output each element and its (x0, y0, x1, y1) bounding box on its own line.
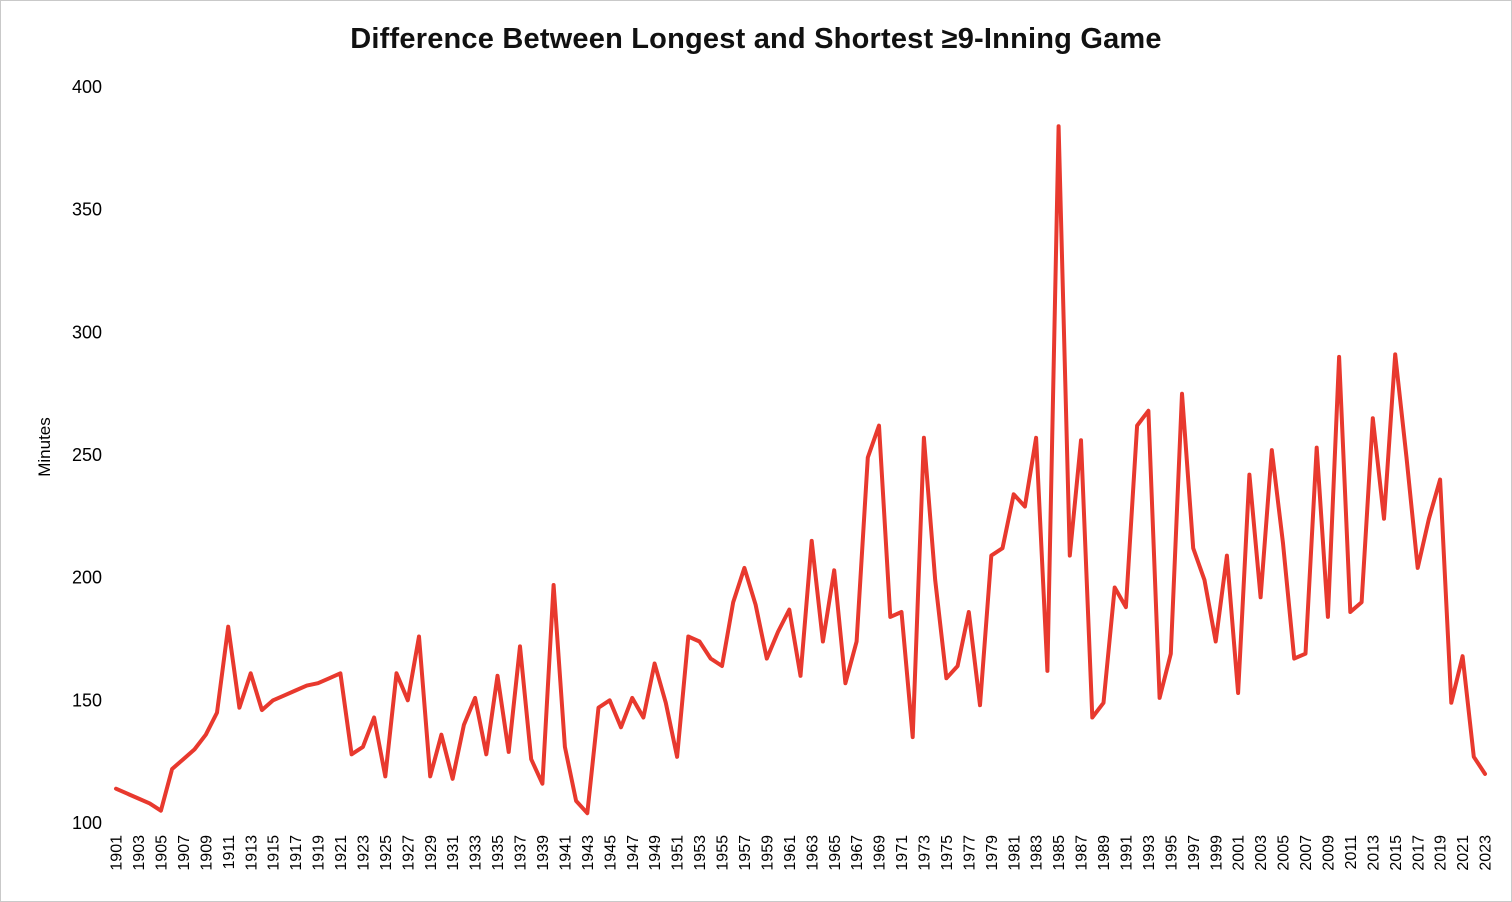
x-tick-label: 2007 (1298, 835, 1315, 871)
x-tick-label: 1927 (400, 835, 417, 871)
x-tick-label: 1931 (445, 835, 462, 871)
x-tick-label: 1961 (782, 835, 799, 871)
x-tick-label: 1995 (1163, 835, 1180, 871)
y-tick-label: 350 (72, 200, 102, 220)
x-tick-label: 1989 (1096, 835, 1113, 871)
x-tick-label: 1937 (513, 835, 530, 871)
x-tick-label: 1935 (490, 835, 507, 871)
y-tick-label: 200 (72, 568, 102, 588)
x-tick-label: 1999 (1208, 835, 1225, 871)
x-tick-label: 1991 (1119, 835, 1136, 871)
x-tick-label: 2011 (1343, 835, 1360, 870)
x-tick-label: 1929 (423, 835, 440, 871)
x-tick-label: 1985 (1051, 835, 1068, 871)
x-tick-label: 2013 (1365, 835, 1382, 871)
x-tick-label: 1977 (961, 835, 978, 871)
x-tick-label: 1975 (939, 835, 956, 871)
x-tick-label: 1903 (131, 835, 148, 871)
x-tick-label: 1949 (647, 835, 664, 871)
x-tick-label: 1987 (1074, 835, 1091, 871)
x-tick-label: 1911 (221, 835, 238, 870)
x-tick-label: 1925 (378, 835, 395, 871)
x-tick-label: 2017 (1410, 835, 1427, 871)
x-tick-label: 1965 (827, 835, 844, 871)
x-tick-label: 1943 (580, 835, 597, 871)
x-tick-label: 1915 (266, 835, 283, 871)
x-tick-label: 1969 (872, 835, 889, 871)
x-tick-label: 1983 (1029, 835, 1046, 871)
y-tick-label: 150 (72, 690, 102, 710)
x-tick-label: 2021 (1455, 835, 1472, 871)
x-tick-label: 1917 (288, 835, 305, 871)
y-tick-label: 250 (72, 445, 102, 465)
y-tick-label: 400 (72, 77, 102, 97)
x-tick-label: 1993 (1141, 835, 1158, 871)
x-tick-label: 1959 (759, 835, 776, 871)
x-tick-label: 2005 (1276, 835, 1293, 871)
x-tick-label: 1923 (356, 835, 373, 871)
x-tick-label: 1953 (692, 835, 709, 871)
x-tick-label: 1909 (198, 835, 215, 871)
x-tick-label: 1907 (176, 835, 193, 871)
x-tick-label: 2023 (1478, 835, 1495, 871)
x-tick-label: 1933 (468, 835, 485, 871)
y-tick-label: 300 (72, 322, 102, 342)
x-tick-label: 1997 (1186, 835, 1203, 871)
chart-title: Difference Between Longest and Shortest … (350, 23, 1162, 55)
x-tick-label: 1913 (243, 835, 260, 871)
x-tick-label: 1901 (109, 835, 126, 871)
x-tick-label: 1921 (333, 835, 350, 871)
x-tick-label: 2009 (1321, 835, 1338, 871)
x-tick-label: 2019 (1433, 835, 1450, 871)
x-tick-label: 1957 (737, 835, 754, 871)
x-tick-label: 1939 (535, 835, 552, 871)
x-tick-label: 2015 (1388, 835, 1405, 871)
x-tick-label: 1971 (894, 835, 911, 871)
x-tick-label: 2003 (1253, 835, 1270, 871)
data-series-line (114, 124, 1487, 816)
x-tick-label: 1951 (670, 835, 687, 871)
x-tick-label: 1981 (1006, 835, 1023, 871)
x-tick-label: 2001 (1231, 835, 1248, 871)
x-tick-label: 1967 (849, 835, 866, 871)
x-tick-label: 1955 (715, 835, 732, 871)
x-tick-label: 1947 (625, 835, 642, 871)
x-tick-label: 1919 (311, 835, 328, 871)
x-tick-label: 1973 (917, 835, 934, 871)
x-tick-label: 1963 (804, 835, 821, 871)
x-tick-label: 1941 (558, 835, 575, 871)
x-tick-label: 1905 (154, 835, 171, 871)
x-tick-label: 1945 (602, 835, 619, 871)
x-tick-label: 1979 (984, 835, 1001, 871)
y-tick-label: 100 (72, 813, 102, 833)
